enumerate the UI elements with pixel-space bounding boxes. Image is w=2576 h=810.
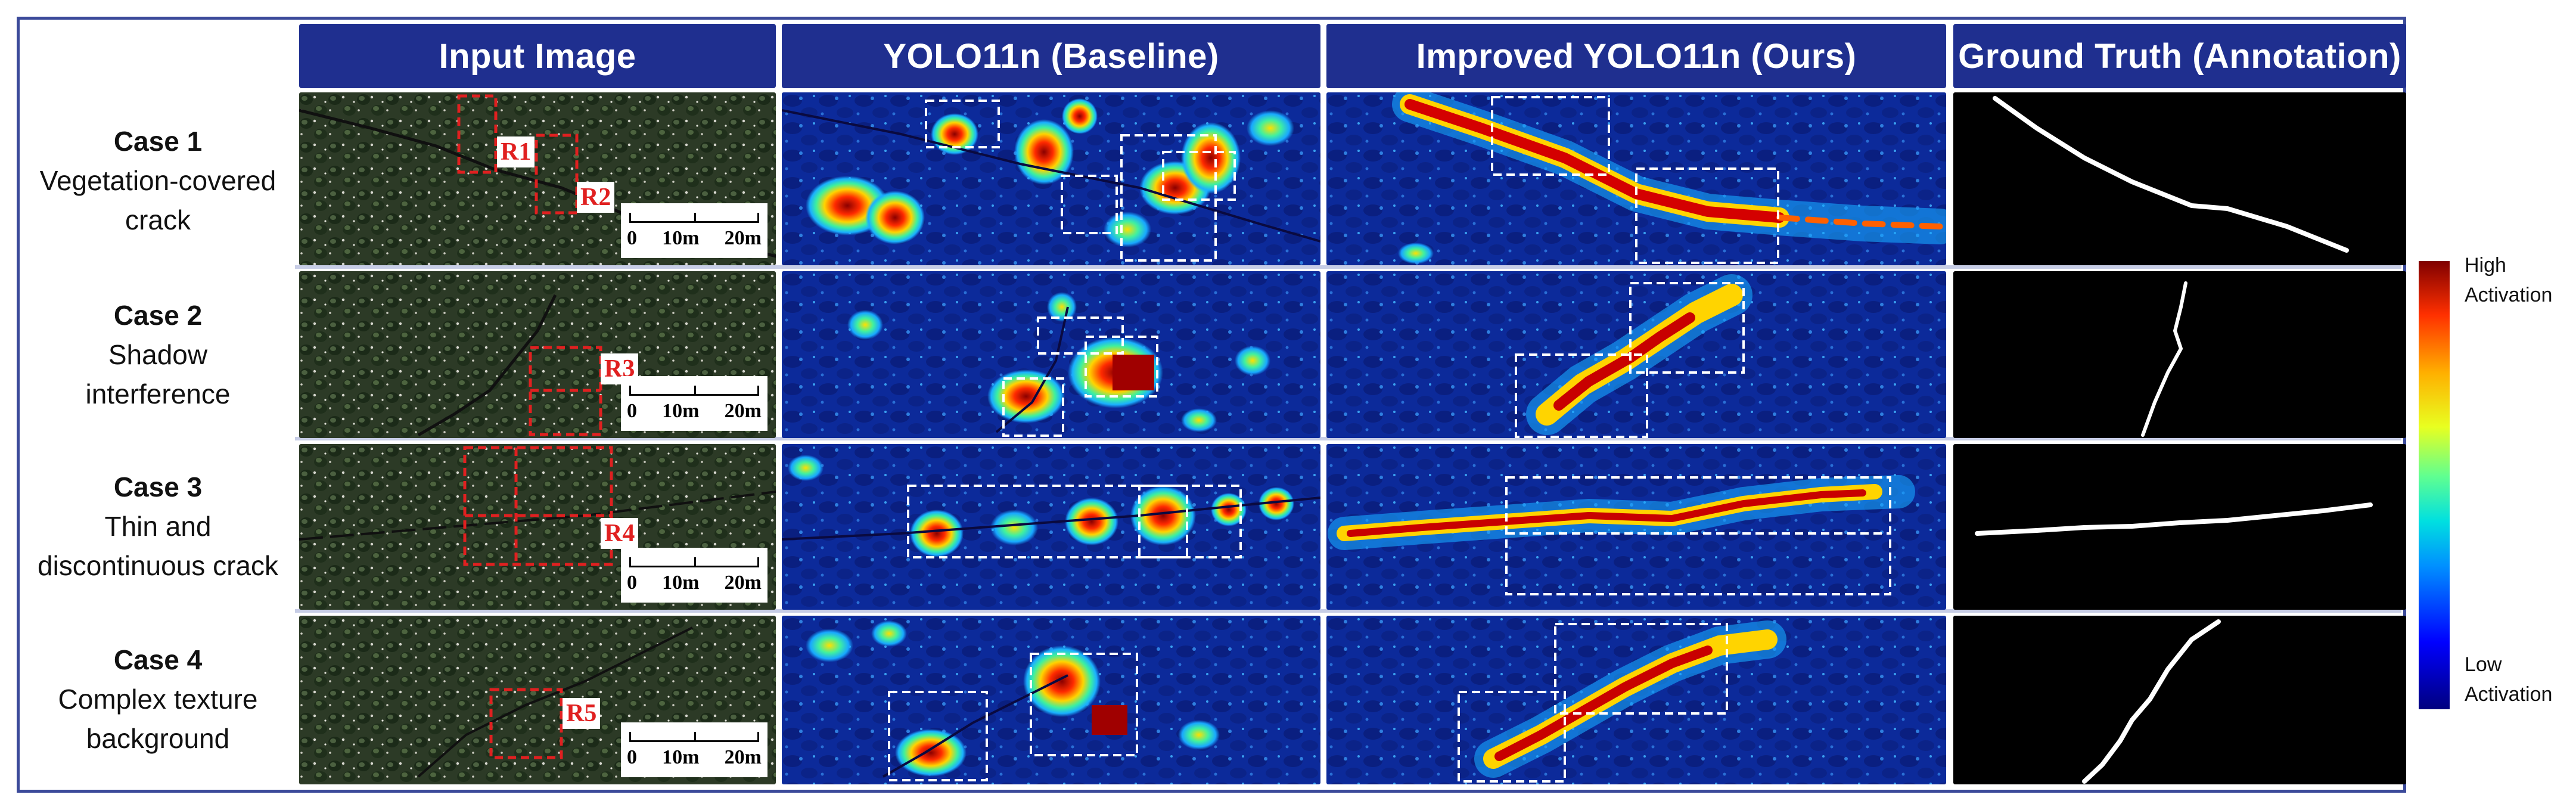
case-description: Thin and (104, 510, 212, 542)
colorbar-high-line2: Activation (2465, 284, 2553, 306)
scale-mid: 10m (662, 746, 700, 768)
input-image-case-2: R3 0 10m 20m (299, 271, 776, 438)
scale-end: 20m (724, 400, 762, 422)
ground-truth-case-3 (1953, 444, 2406, 610)
case-description: crack (125, 204, 191, 235)
case-description: interference (85, 378, 231, 409)
row-separator (295, 609, 2401, 613)
colorbar-high-label: High Activation (2465, 250, 2552, 310)
input-image-case-1: R1 R2 0 10m 20m (299, 92, 776, 265)
improved-heatmap-case-1 (1326, 92, 1946, 265)
case-description: Shadow (108, 339, 208, 370)
baseline-heatmap-case-4 (782, 616, 1320, 784)
colorbar-high-line1: High (2465, 254, 2506, 277)
case-title: Case 4 (113, 644, 203, 675)
colorbar-low-line2: Activation (2465, 683, 2553, 706)
case-description: Complex texture (58, 683, 258, 715)
case-title: Case 2 (113, 299, 203, 331)
ground-truth-case-1 (1953, 92, 2406, 265)
scale-zero: 0 (627, 746, 637, 768)
scale-end: 20m (724, 572, 762, 594)
header-ground-truth: Ground Truth (Annotation) (1953, 24, 2406, 88)
ground-truth-case-2 (1953, 271, 2406, 438)
row-label-case-1: Case 1 Vegetation-covered crack (24, 95, 292, 265)
improved-heatmap-case-3 (1326, 444, 1946, 610)
region-label: R5 (563, 698, 601, 729)
row-separator (295, 437, 2401, 440)
scale-ruler (629, 213, 759, 223)
scale-ruler (629, 386, 759, 396)
scale-bar: 0 10m 20m (621, 203, 767, 258)
region-label: R1 (497, 136, 535, 167)
case-description: background (86, 722, 230, 754)
scale-zero: 0 (627, 572, 637, 594)
row-label-case-3: Case 3 Thin and discontinuous crack (24, 441, 292, 611)
scale-end: 20m (724, 746, 762, 768)
baseline-heatmap-case-1 (782, 92, 1320, 265)
input-image-case-4: R5 0 10m 20m (299, 616, 776, 784)
ground-truth-case-4 (1953, 616, 2406, 784)
scale-mid: 10m (662, 400, 700, 422)
improved-heatmap-case-4 (1326, 616, 1946, 784)
colorbar-low-label: Low Activation (2465, 650, 2552, 709)
row-separator (295, 265, 2401, 269)
header-baseline: YOLO11n (Baseline) (782, 24, 1320, 88)
scale-ruler (629, 732, 759, 742)
input-image-case-3: R4 0 10m 20m (299, 444, 776, 610)
baseline-heatmap-case-3 (782, 444, 1320, 610)
case-title: Case 3 (113, 471, 203, 502)
scale-zero: 0 (627, 227, 637, 249)
scale-zero: 0 (627, 400, 637, 422)
case-description: Vegetation-covered (39, 165, 276, 196)
baseline-heatmap-case-2 (782, 271, 1320, 438)
activation-colorbar (2419, 261, 2450, 709)
improved-heatmap-case-2 (1326, 271, 1946, 438)
case-title: Case 1 (113, 125, 203, 157)
scale-mid: 10m (662, 227, 700, 249)
scale-bar: 0 10m 20m (621, 722, 767, 777)
header-improved: Improved YOLO11n (Ours) (1326, 24, 1946, 88)
scale-bar: 0 10m 20m (621, 548, 767, 603)
scale-end: 20m (724, 227, 762, 249)
region-label: R4 (601, 518, 639, 549)
scale-bar: 0 10m 20m (621, 376, 767, 431)
region-label: R2 (577, 182, 615, 213)
case-description: discontinuous crack (38, 550, 278, 581)
row-label-case-4: Case 4 Complex texture background (24, 614, 292, 784)
header-input-image: Input Image (299, 24, 776, 88)
scale-mid: 10m (662, 572, 700, 594)
row-label-case-2: Case 2 Shadow interference (24, 269, 292, 439)
scale-ruler (629, 557, 759, 567)
colorbar-low-line1: Low (2465, 653, 2502, 676)
